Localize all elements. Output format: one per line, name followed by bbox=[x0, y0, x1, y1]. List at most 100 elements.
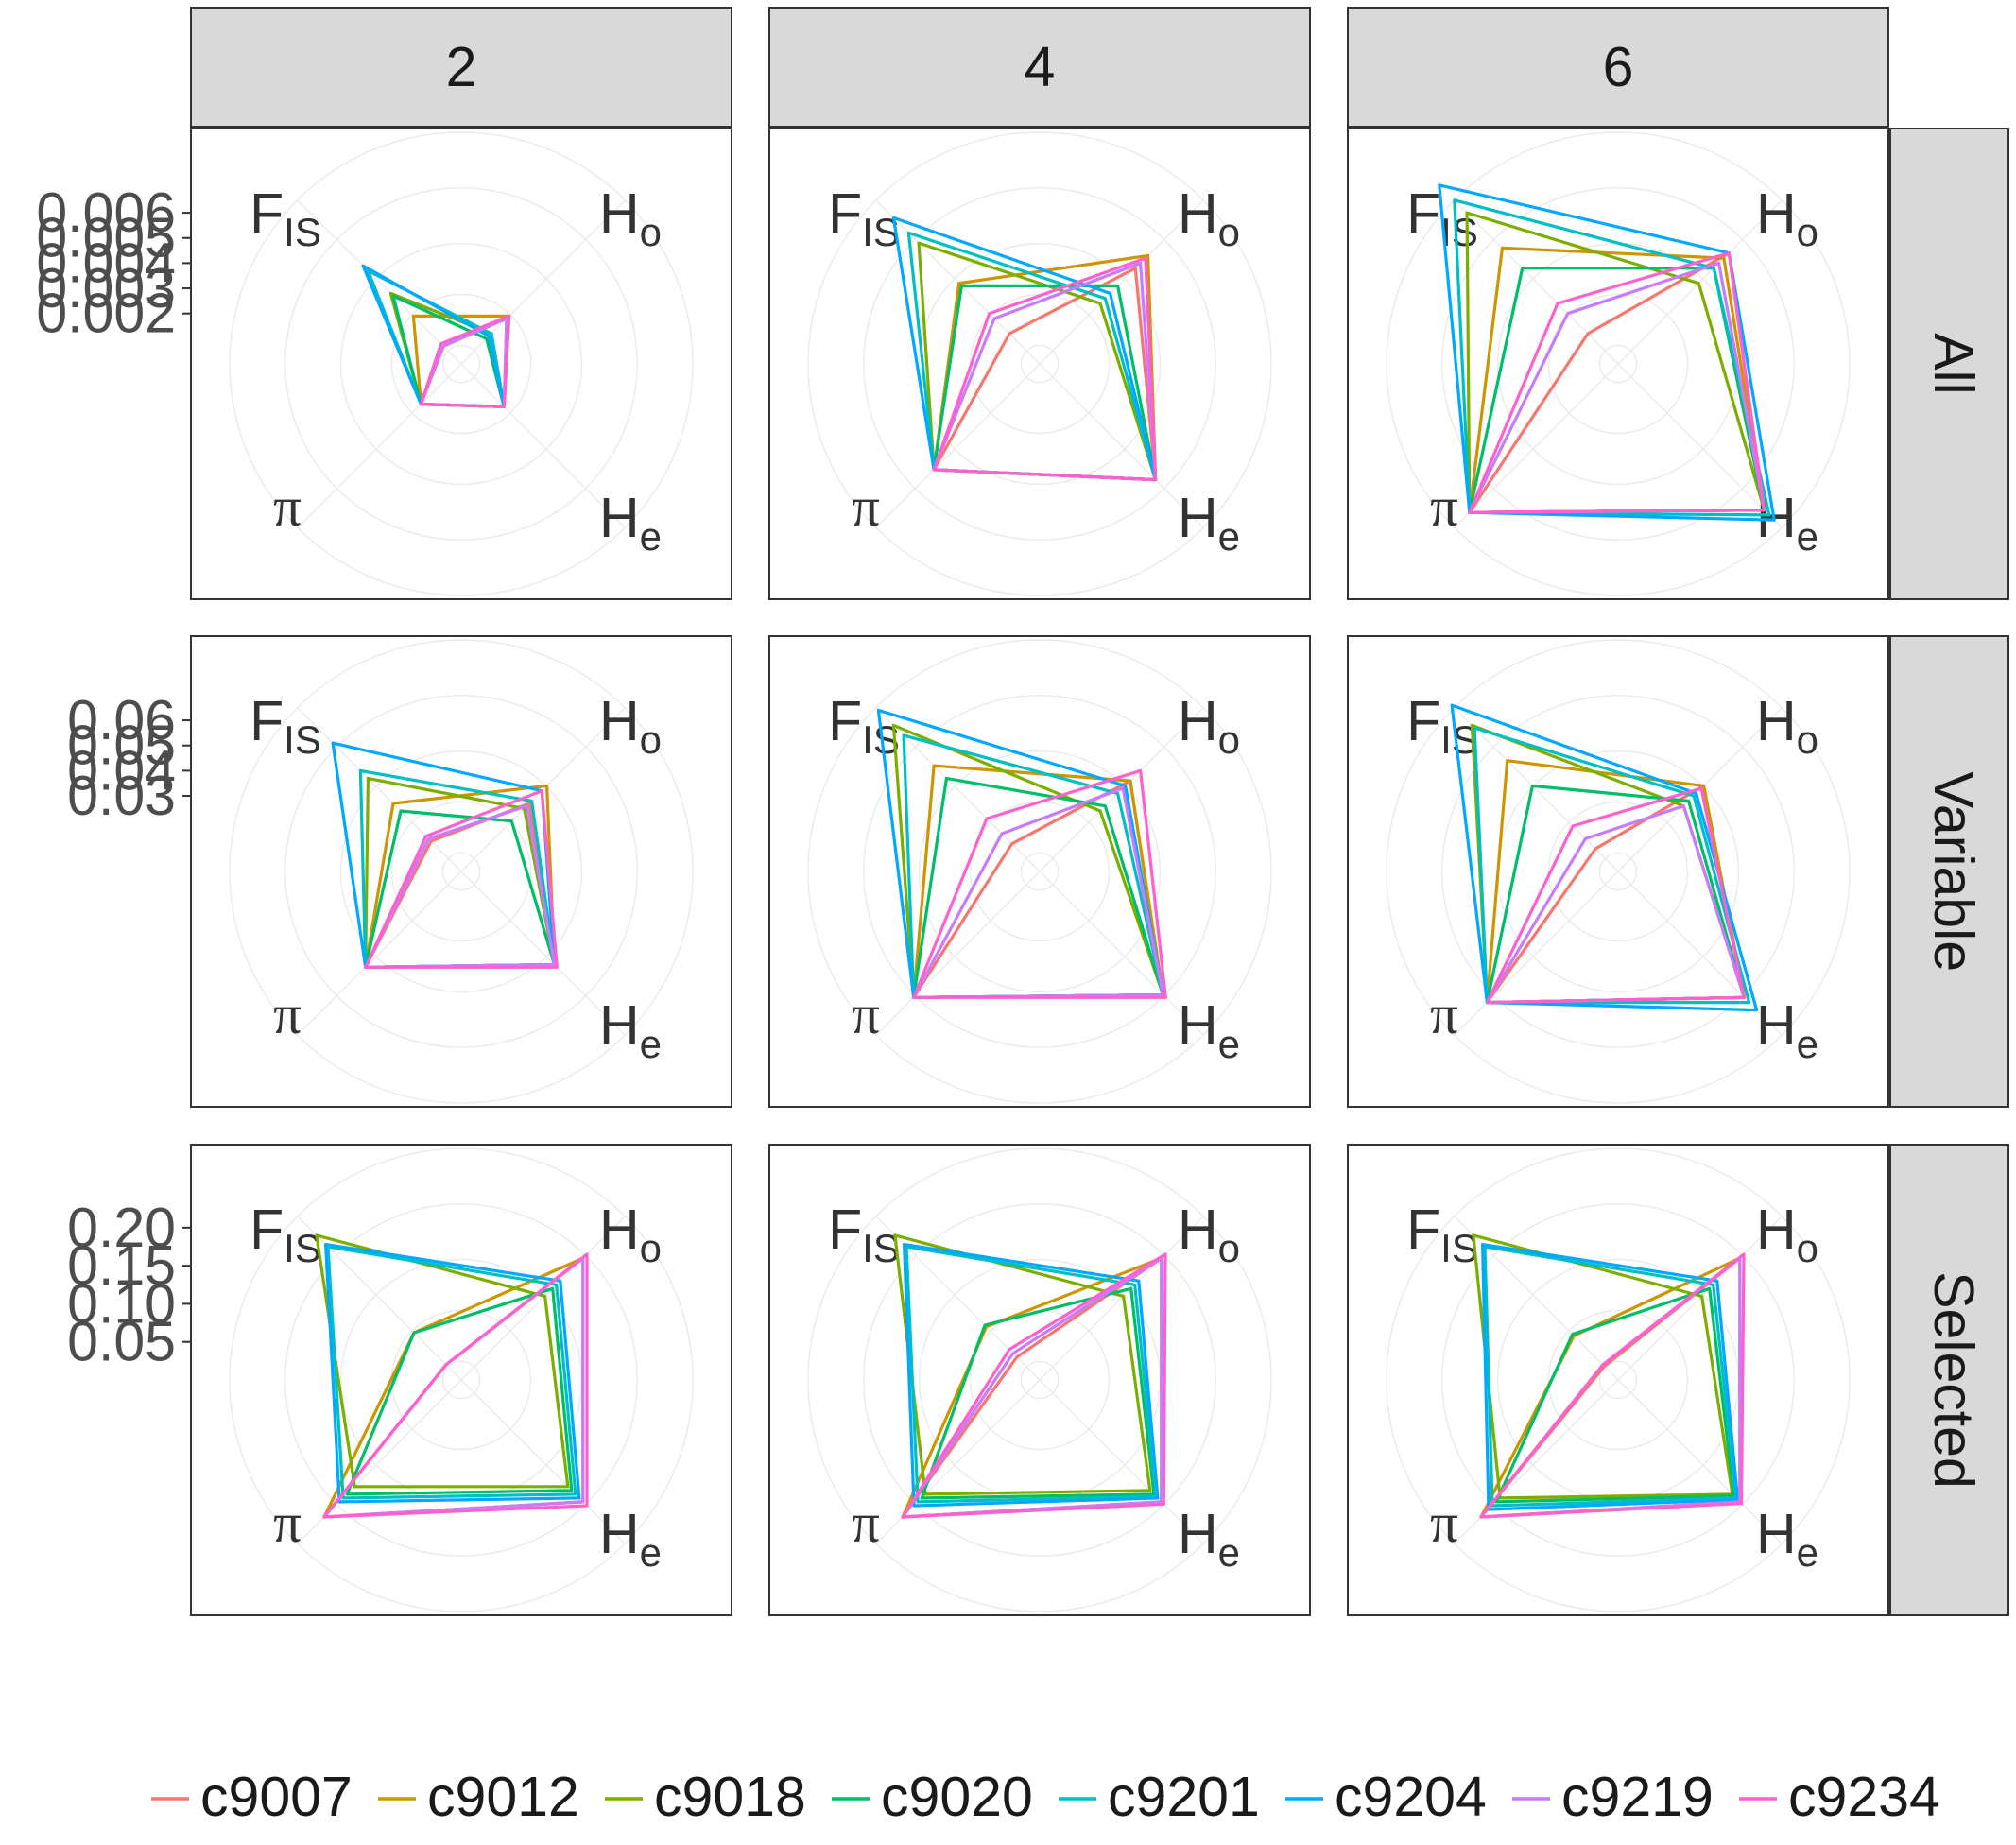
y-tick-label: 0.005 bbox=[36, 207, 176, 269]
radar-axis-label: π bbox=[1430, 475, 1458, 538]
grid-ring bbox=[441, 852, 481, 891]
axis-label-main: π bbox=[273, 983, 302, 1045]
series-polygon-c9219 bbox=[901, 1256, 1163, 1519]
grid-ring bbox=[1598, 852, 1638, 891]
grid-ring bbox=[441, 1360, 481, 1400]
axis-label-subscript: e bbox=[1797, 514, 1818, 559]
axis-label-main: F bbox=[1406, 690, 1440, 752]
radar-axis-label: FIS bbox=[1406, 182, 1478, 254]
radar-axis-label: Ho bbox=[599, 182, 662, 254]
grid-spoke bbox=[460, 1379, 626, 1544]
series-polygon-c9018 bbox=[315, 1233, 570, 1489]
grid-ring bbox=[229, 1147, 694, 1612]
radar-axis-label: π bbox=[273, 983, 302, 1045]
grid-spoke bbox=[1039, 1216, 1204, 1381]
grid-spoke bbox=[1617, 1379, 1783, 1544]
row-strip bbox=[1889, 128, 2009, 600]
axis-label-main: H bbox=[599, 1198, 640, 1261]
grid-spoke bbox=[297, 707, 462, 872]
radar-axis-label: He bbox=[599, 487, 662, 559]
grid-ring bbox=[1441, 695, 1795, 1048]
row-strip-label: All bbox=[1922, 333, 1985, 395]
axis-label-main: π bbox=[273, 1492, 302, 1554]
series-polygon-c9018 bbox=[893, 1233, 1152, 1496]
axis-label-subscript: IS bbox=[1440, 210, 1478, 254]
grid-spoke bbox=[1617, 199, 1783, 365]
grid-ring bbox=[1386, 639, 1851, 1104]
axis-label-subscript: o bbox=[640, 1226, 662, 1270]
grid-ring bbox=[807, 1147, 1272, 1612]
series-polygon-c9020 bbox=[920, 1286, 1156, 1500]
grid-spoke bbox=[1454, 199, 1619, 365]
radar-axis-label: He bbox=[1756, 1503, 1818, 1575]
series-polygon-c9234 bbox=[364, 789, 559, 969]
y-tick-label: 0.05 bbox=[67, 1311, 176, 1373]
column-strip bbox=[1347, 7, 1889, 128]
grid-ring bbox=[390, 801, 532, 942]
column-strip bbox=[190, 7, 732, 128]
grid-spoke bbox=[297, 363, 462, 528]
grid-spoke bbox=[1039, 871, 1204, 1036]
legend: c9007 c9012 c9018 c9020 c9201 c9204 c9219 c9234 bbox=[151, 1766, 1940, 1828]
axis-label-main: π bbox=[852, 1492, 880, 1554]
grid-ring bbox=[229, 639, 694, 1104]
radar-axis-label: He bbox=[1178, 487, 1240, 559]
column-strip bbox=[768, 7, 1311, 128]
legend-item: c9007 bbox=[151, 1766, 353, 1828]
grid-spoke bbox=[297, 199, 462, 365]
radar-axis-label: FIS bbox=[250, 690, 321, 762]
radar-axis-label: Ho bbox=[599, 1198, 662, 1270]
grid-ring bbox=[807, 639, 1272, 1104]
grid-ring bbox=[284, 187, 638, 541]
grid-spoke bbox=[460, 871, 626, 1036]
grid-spoke bbox=[1039, 363, 1204, 528]
axis-label-main: F bbox=[1406, 182, 1440, 245]
grid-spoke bbox=[460, 707, 626, 872]
axis-label-main: π bbox=[852, 475, 880, 538]
axis-label-subscript: IS bbox=[284, 1226, 321, 1270]
row-strip-label: Variable bbox=[1922, 771, 1985, 972]
y-tick-label: 0.04 bbox=[67, 739, 176, 802]
axis-label-main: H bbox=[599, 487, 640, 549]
grid-spoke bbox=[297, 871, 462, 1036]
radar-axis-label: Ho bbox=[1756, 182, 1818, 254]
grid-spoke bbox=[1617, 1216, 1783, 1381]
radar-axis-label: π bbox=[273, 1492, 302, 1554]
legend-item: c9234 bbox=[1739, 1766, 1940, 1828]
axis-label-main: π bbox=[1430, 983, 1458, 1045]
axis-label-subscript: o bbox=[640, 210, 662, 254]
radar-axis-label: π bbox=[852, 1492, 880, 1554]
axis-label-subscript: o bbox=[1797, 210, 1818, 254]
axis-label-main: F bbox=[250, 182, 284, 245]
radar-axis-label: Ho bbox=[1178, 690, 1240, 762]
axis-label-subscript: o bbox=[1797, 717, 1818, 762]
row-strip bbox=[1889, 635, 2009, 1108]
axis-label-main: π bbox=[1430, 475, 1458, 538]
grid-ring bbox=[918, 242, 1162, 486]
axis-label-subscript: e bbox=[1218, 514, 1240, 559]
axis-label-main: H bbox=[599, 182, 640, 245]
series-polygon-c9234 bbox=[419, 314, 511, 408]
axis-label-main: H bbox=[1178, 1198, 1218, 1261]
axis-label-main: H bbox=[1178, 994, 1218, 1057]
column-strip-label: 2 bbox=[446, 36, 477, 98]
grid-spoke bbox=[460, 363, 626, 528]
grid-ring bbox=[863, 187, 1216, 541]
radar-axis-label: Ho bbox=[599, 690, 662, 762]
grid-spoke bbox=[1454, 363, 1619, 528]
grid-ring bbox=[284, 1203, 638, 1557]
axis-label-main: H bbox=[1756, 1198, 1797, 1261]
axis-label-subscript: IS bbox=[1440, 1226, 1478, 1270]
grid-ring bbox=[1020, 1360, 1060, 1400]
series-polygon-c9204 bbox=[1438, 183, 1776, 522]
radar-axis-label: He bbox=[599, 994, 662, 1066]
legend-label: c9007 bbox=[200, 1766, 353, 1828]
radar-axis-label: He bbox=[1178, 994, 1240, 1066]
grid-spoke bbox=[1039, 1379, 1204, 1544]
series-polygon-c9204 bbox=[1450, 703, 1759, 1012]
